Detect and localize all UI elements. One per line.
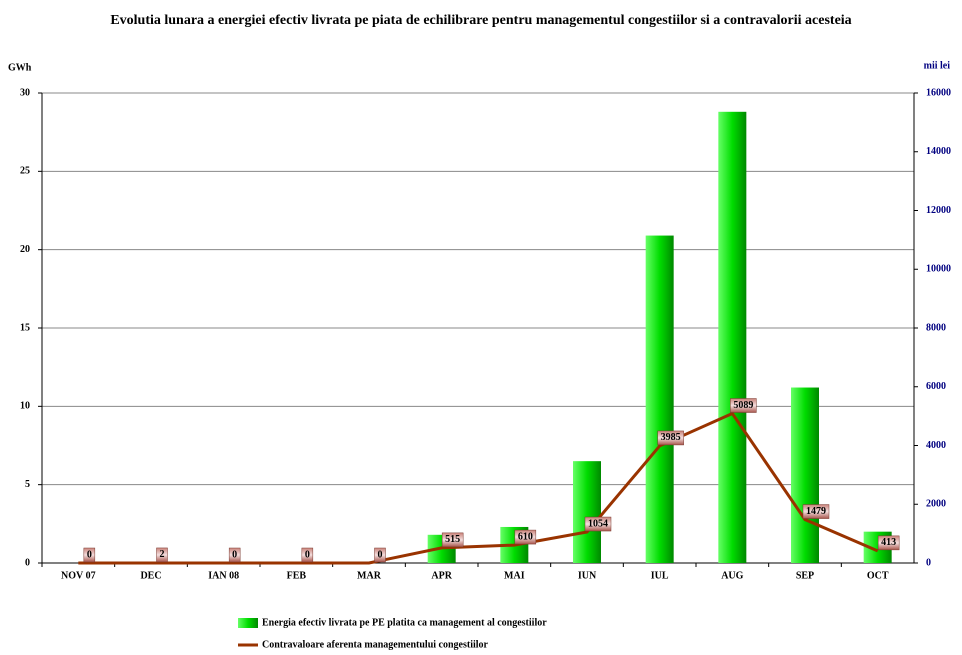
y2-tick-label: 0 (926, 557, 931, 568)
x-tick-label: IUN (578, 570, 597, 581)
y2-tick-label: 10000 (926, 264, 951, 275)
y2-tick-label: 8000 (926, 322, 946, 333)
data-label: 1054 (588, 518, 608, 529)
data-label: 0 (378, 549, 383, 560)
y-tick-label: 15 (20, 322, 30, 333)
x-tick-label: OCT (867, 570, 889, 581)
x-tick-label: APR (431, 570, 452, 581)
data-label: 3985 (661, 432, 681, 443)
bar (645, 235, 674, 564)
x-tick-label: MAR (357, 570, 382, 581)
y2-tick-label: 2000 (926, 499, 946, 510)
data-label-box (657, 430, 684, 446)
x-tick-label: IUL (651, 570, 669, 581)
legend-label: Energia efectiv livrata pe PE platita ca… (262, 617, 547, 628)
y2-tick-label: 12000 (926, 205, 951, 216)
y2-tick-label: 14000 (926, 146, 951, 157)
x-tick-label: IAN 08 (208, 570, 239, 581)
data-label: 610 (518, 531, 533, 542)
x-tick-label: AUG (721, 570, 743, 581)
y-tick-label: 30 (20, 87, 30, 98)
data-label-box (584, 516, 612, 532)
data-label-box (730, 398, 757, 413)
y-tick-label: 10 (20, 401, 30, 412)
bar (573, 461, 601, 563)
data-label: 413 (881, 537, 896, 548)
data-label: 1479 (806, 506, 826, 517)
y2-axis-label: mii lei (924, 60, 951, 71)
data-label-box (374, 547, 386, 563)
data-label-box (441, 532, 464, 548)
y2-tick-label: 4000 (926, 440, 946, 451)
y-axis-label: GWh (8, 62, 32, 73)
data-label-box (156, 547, 168, 563)
legend-label: Contravaloare aferenta managementului co… (262, 639, 489, 650)
bar (791, 387, 819, 563)
y-tick-label: 20 (20, 244, 30, 255)
data-label-box (802, 504, 830, 519)
bar (718, 111, 747, 564)
x-tick-label: DEC (140, 570, 161, 581)
y2-tick-label: 6000 (926, 381, 946, 392)
y-tick-label: 25 (20, 166, 30, 177)
legend-swatch (238, 618, 258, 628)
data-label: 515 (445, 534, 460, 545)
data-label-box (228, 547, 241, 563)
data-label-box (301, 547, 314, 563)
data-label: 0 (87, 549, 92, 560)
data-label-box (83, 547, 96, 563)
data-label-box (514, 529, 537, 545)
x-tick-label: FEB (287, 570, 307, 581)
chart-title: Evolutia lunara a energiei efectiv livra… (110, 13, 852, 28)
x-tick-label: NOV 07 (61, 570, 96, 581)
y-tick-label: 5 (25, 479, 30, 490)
data-label: 0 (305, 549, 310, 560)
y2-tick-label: 16000 (926, 87, 951, 98)
x-tick-label: MAI (504, 570, 525, 581)
data-label-box (877, 535, 900, 551)
data-label: 0 (232, 549, 237, 560)
line (78, 411, 879, 565)
y-tick-label: 0 (25, 557, 30, 568)
data-label: 5089 (733, 400, 753, 411)
data-label: 2 (160, 549, 165, 560)
x-tick-label: SEP (796, 570, 814, 581)
